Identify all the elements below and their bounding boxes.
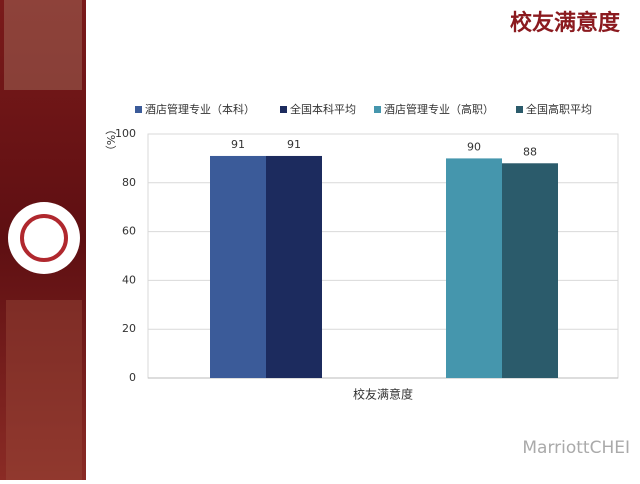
logo [8,202,80,274]
legend-label: 酒店管理专业（本科） [145,102,255,116]
y-tick-label: 40 [122,273,136,286]
legend-swatch [280,106,287,113]
y-tick-label: 20 [122,322,136,335]
legend-label: 酒店管理专业（高职） [384,102,494,116]
y-axis-label: （%） [104,124,117,156]
watermark: MarriottCHEI [522,438,630,458]
panel-image [4,0,82,90]
chart: 0 20 40 60 80 100 酒店管理专业（本科） 全国本科平均 酒店管理专业（高职） 全国… [115,102,619,402]
data-label: 90 [467,140,481,153]
y-tick-label: 80 [122,176,136,189]
logo-ring [20,214,68,262]
panel-image [6,300,82,480]
slide-title: 校友满意度 [510,10,621,36]
x-tick-label: 校友满意度 [353,387,413,402]
bar [210,155,266,378]
data-label: 91 [231,138,245,151]
bar [446,158,502,378]
legend-label: 全国本科平均 [290,102,356,116]
legend-label: 全国高职平均 [526,102,592,116]
legend-swatch [516,106,523,113]
data-label: 88 [523,145,537,158]
y-tick-label: 60 [122,225,136,238]
data-label: 91 [287,138,301,151]
legend-swatch [374,106,381,113]
bar [266,155,322,378]
y-tick-label: 0 [129,371,136,384]
bar [502,163,558,378]
legend-swatch [135,106,142,113]
y-tick-label: 100 [115,127,136,140]
